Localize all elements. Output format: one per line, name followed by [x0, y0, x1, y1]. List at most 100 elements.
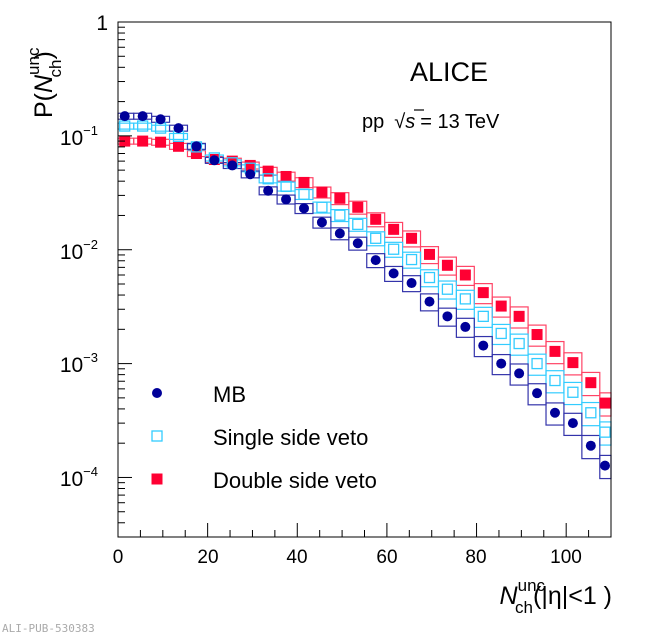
data-point — [531, 329, 543, 341]
data-point — [460, 321, 471, 332]
data-point — [316, 186, 328, 198]
chart-title: ALICE — [410, 57, 488, 87]
data-point — [370, 255, 381, 266]
sys-box — [366, 253, 386, 269]
data-point — [423, 248, 435, 260]
sys-box — [384, 241, 404, 258]
sys-box — [419, 293, 440, 312]
data-point — [352, 218, 364, 231]
data-point — [262, 173, 274, 185]
data-point — [549, 345, 561, 357]
sys-box — [348, 217, 368, 232]
x-tick-label: 80 — [465, 547, 486, 568]
sys-box — [545, 370, 565, 394]
sys-box — [276, 181, 296, 192]
x-tick-label: 20 — [197, 547, 218, 568]
data-point — [334, 228, 345, 239]
sys-box — [473, 335, 493, 358]
data-point — [513, 310, 525, 322]
axes — [117, 21, 612, 538]
data-point — [405, 253, 418, 266]
y-tick-label-1e-2: 10−2 — [60, 237, 98, 264]
data-point — [585, 440, 596, 451]
data-point — [370, 213, 382, 225]
data-point — [424, 296, 435, 307]
data-point — [227, 160, 238, 171]
data-point — [173, 123, 184, 134]
watermark: ALI-PUB-530383 — [2, 622, 95, 635]
sys-box — [509, 306, 529, 329]
sys-box — [151, 124, 171, 132]
sys-box — [312, 216, 332, 229]
sys-box — [491, 323, 511, 346]
y-tick-label-1e-3: 10−3 — [60, 350, 98, 377]
data-point — [388, 268, 399, 279]
sys-box — [563, 381, 583, 406]
sys-box — [563, 352, 583, 376]
data-point — [137, 111, 148, 122]
data-point — [281, 194, 292, 205]
legend-label-double-side-veto: Double side veto — [213, 468, 377, 493]
sys-box — [133, 122, 153, 130]
data-point — [567, 357, 579, 369]
legend-marker — [151, 430, 163, 442]
data-point — [549, 374, 561, 387]
data-points — [119, 111, 611, 471]
data-point — [514, 368, 525, 379]
data-point — [599, 426, 611, 438]
systematic-boxes — [117, 112, 612, 480]
data-point — [388, 223, 400, 235]
data-point — [600, 460, 610, 471]
data-point — [441, 259, 453, 271]
sys-box — [581, 401, 601, 427]
data-point — [531, 357, 543, 370]
sys-box — [509, 363, 529, 386]
sys-box — [455, 317, 475, 338]
chart-subtitle: pp √s = 13 TeV — [362, 111, 500, 133]
data-point — [459, 293, 471, 305]
data-point — [298, 203, 309, 214]
x-tick-label: 0 — [113, 547, 124, 568]
data-point — [406, 232, 418, 244]
data-point — [496, 358, 507, 369]
sys-box — [294, 188, 314, 201]
x-tick-label: 40 — [286, 547, 307, 568]
data-point — [442, 311, 453, 322]
sys-box — [509, 333, 529, 356]
sys-box — [599, 421, 612, 446]
data-point — [532, 388, 543, 399]
legend-label-single-side-veto: Single side veto — [213, 425, 368, 450]
plot-frame — [117, 21, 612, 538]
data-point — [459, 269, 471, 281]
sys-box — [455, 265, 475, 287]
data-point — [495, 300, 507, 312]
data-point — [441, 283, 454, 295]
data-point — [262, 165, 274, 177]
sys-box — [348, 200, 368, 215]
legend: MB Single side veto Double side veto — [151, 382, 377, 493]
sys-box — [527, 383, 547, 406]
sys-box — [330, 192, 350, 206]
sys-box — [401, 275, 422, 293]
data-point — [567, 386, 579, 398]
data-point — [585, 407, 597, 419]
data-point — [316, 201, 328, 213]
data-point — [387, 243, 400, 255]
legend-marker — [152, 388, 162, 398]
legend-marker-single-side-veto — [151, 430, 163, 442]
data-point — [352, 201, 364, 213]
data-point — [209, 155, 220, 166]
sys-box — [384, 265, 404, 283]
sys-box — [384, 221, 404, 238]
data-point — [334, 209, 346, 221]
data-point — [334, 192, 346, 204]
data-point — [191, 141, 202, 152]
legend-marker-mb — [152, 388, 162, 398]
data-point — [370, 232, 382, 244]
sys-box — [168, 132, 189, 141]
data-point — [280, 170, 292, 182]
data-point — [316, 217, 327, 228]
data-point — [478, 340, 489, 351]
data-point — [280, 180, 292, 193]
